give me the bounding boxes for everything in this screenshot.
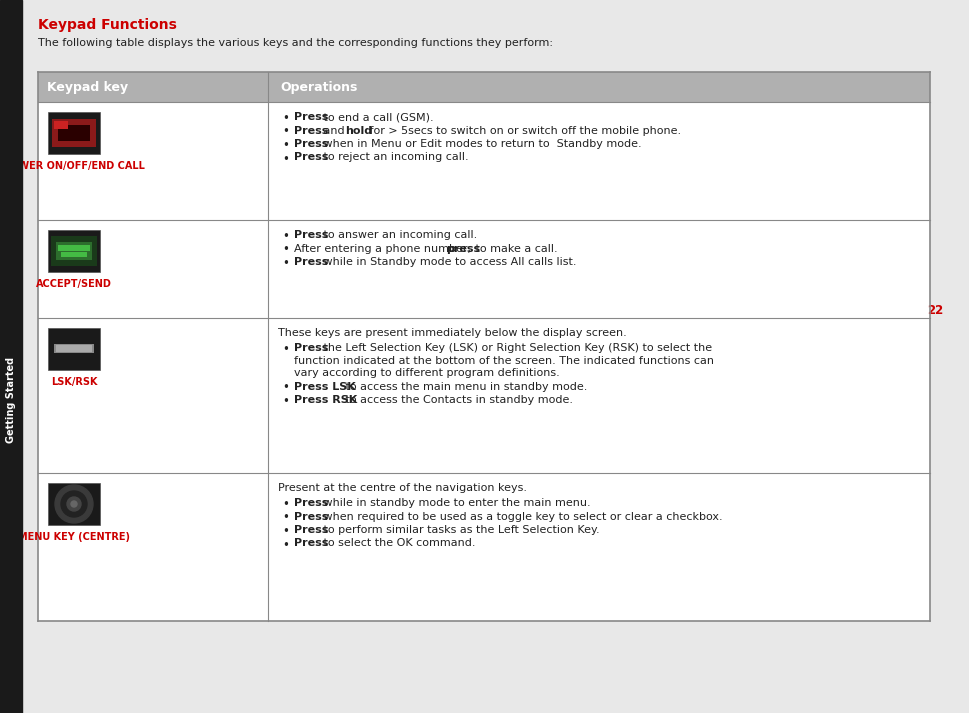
Text: 22: 22 — [925, 304, 942, 317]
Text: function indicated at the bottom of the screen. The indicated functions can: function indicated at the bottom of the … — [294, 356, 713, 366]
Text: •: • — [282, 125, 289, 138]
Bar — [47, 112, 100, 154]
Circle shape — [55, 485, 93, 523]
Text: Press: Press — [294, 139, 328, 149]
Text: Press: Press — [294, 525, 328, 535]
Text: Press: Press — [294, 112, 328, 122]
Text: hold: hold — [345, 125, 372, 135]
Text: Press: Press — [294, 257, 328, 267]
Text: to reject an incoming call.: to reject an incoming call. — [320, 153, 469, 163]
Bar — [58, 125, 90, 141]
Text: MENU KEY (CENTRE): MENU KEY (CENTRE) — [18, 532, 130, 542]
Text: to end a call (GSM).: to end a call (GSM). — [320, 112, 434, 122]
Text: to perform similar tasks as the Left Selection Key.: to perform similar tasks as the Left Sel… — [320, 525, 600, 535]
Bar — [56, 242, 92, 260]
Text: to answer an incoming call.: to answer an incoming call. — [320, 230, 478, 240]
Text: while in Standby mode to access All calls list.: while in Standby mode to access All call… — [320, 257, 577, 267]
Bar — [56, 345, 92, 352]
Text: •: • — [282, 511, 289, 525]
Text: vary according to different program definitions.: vary according to different program defi… — [294, 368, 559, 378]
Text: ACCEPT/SEND: ACCEPT/SEND — [36, 279, 111, 289]
Text: •: • — [282, 257, 289, 270]
Text: while in standby mode to enter the main menu.: while in standby mode to enter the main … — [320, 498, 590, 508]
Text: Press: Press — [294, 511, 328, 521]
Text: •: • — [282, 343, 289, 356]
Text: when required to be used as a toggle key to select or clear a checkbox.: when required to be used as a toggle key… — [320, 511, 722, 521]
Text: •: • — [282, 139, 289, 152]
Text: Press: Press — [294, 498, 328, 508]
Text: POWER ON/OFF/END CALL: POWER ON/OFF/END CALL — [3, 161, 144, 171]
Text: •: • — [282, 538, 289, 551]
Text: Press: Press — [294, 343, 328, 353]
Bar — [54, 344, 94, 353]
Text: to select the OK command.: to select the OK command. — [320, 538, 476, 548]
Text: and: and — [320, 125, 348, 135]
Bar — [58, 245, 90, 251]
Text: •: • — [282, 525, 289, 538]
Text: press: press — [446, 244, 480, 254]
Circle shape — [61, 491, 87, 517]
Text: to access the main menu in standby mode.: to access the main menu in standby mode. — [341, 381, 586, 391]
Text: LSK/RSK: LSK/RSK — [50, 377, 97, 387]
Bar — [38, 72, 929, 621]
Text: Press: Press — [294, 538, 328, 548]
Text: •: • — [282, 395, 289, 408]
Bar — [54, 121, 68, 129]
Bar — [52, 119, 96, 147]
Text: •: • — [282, 112, 289, 125]
Text: for > 5secs to switch on or switch off the mobile phone.: for > 5secs to switch on or switch off t… — [366, 125, 680, 135]
Text: Press: Press — [294, 230, 328, 240]
Text: Press: Press — [294, 125, 328, 135]
Bar — [47, 230, 100, 272]
Text: Press LSK: Press LSK — [294, 381, 356, 391]
Text: to make a call.: to make a call. — [472, 244, 557, 254]
Text: Operations: Operations — [280, 81, 357, 93]
Text: when in Menu or Edit modes to return to  Standby mode.: when in Menu or Edit modes to return to … — [320, 139, 641, 149]
Text: Keypad Functions: Keypad Functions — [38, 18, 176, 32]
Circle shape — [67, 497, 81, 511]
Text: Keypad key: Keypad key — [47, 81, 128, 93]
Text: Press RSK: Press RSK — [294, 395, 357, 405]
Bar — [47, 328, 100, 370]
Text: •: • — [282, 244, 289, 257]
Bar — [38, 72, 929, 102]
Text: •: • — [282, 153, 289, 165]
Text: •: • — [282, 230, 289, 243]
Text: the Left Selection Key (LSK) or Right Selection Key (RSK) to select the: the Left Selection Key (LSK) or Right Se… — [320, 343, 712, 353]
Text: These keys are present immediately below the display screen.: These keys are present immediately below… — [278, 328, 626, 338]
Bar — [47, 483, 100, 525]
Circle shape — [71, 501, 77, 507]
Bar — [51, 236, 97, 266]
Text: The following table displays the various keys and the corresponding functions th: The following table displays the various… — [38, 38, 552, 48]
Text: After entering a phone number,: After entering a phone number, — [294, 244, 474, 254]
Text: to access the Contacts in standby mode.: to access the Contacts in standby mode. — [341, 395, 572, 405]
Bar — [0, 0, 22, 713]
Text: •: • — [282, 381, 289, 394]
Text: Getting Started: Getting Started — [6, 357, 16, 443]
Text: Present at the centre of the navigation keys.: Present at the centre of the navigation … — [278, 483, 526, 493]
Text: •: • — [282, 498, 289, 511]
Text: Press: Press — [294, 153, 328, 163]
Bar — [61, 252, 87, 257]
